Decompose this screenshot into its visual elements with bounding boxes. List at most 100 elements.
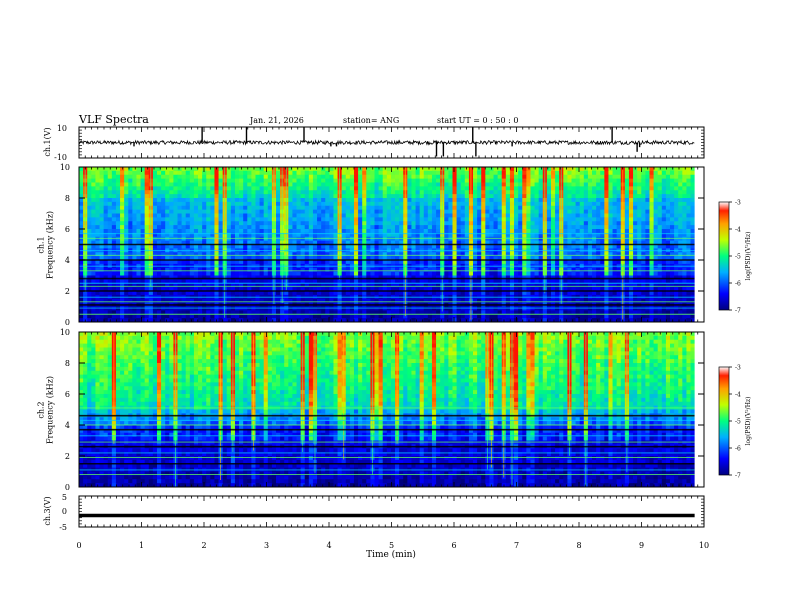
spectrogram-cell [193,283,199,288]
spectrogram-cell [522,275,527,280]
spectrogram-cell [530,291,535,296]
spectrogram-cell [583,201,589,207]
spectrogram-cell [161,267,166,273]
spectrogram-cell [526,275,531,280]
spectrogram-cell [185,170,191,176]
spectrogram-cell [678,279,683,284]
spectrogram-cell [128,236,133,242]
spectrogram-cell [317,229,322,234]
spectrogram-cell [583,174,589,180]
spectrogram-cell [501,190,507,195]
spectrogram-cell [518,205,523,211]
spectrogram-cell [641,198,646,203]
spectrogram-cell [514,283,519,288]
spectrogram-cell [292,221,297,226]
spectrogram-cell [87,221,92,226]
spectrogram-cell [592,174,597,180]
spectrogram-cell [653,240,659,245]
spectrogram-cell [99,267,105,273]
spectrogram-cell [690,186,696,191]
spectrogram-cell [243,271,248,276]
spectrogram-cell [308,267,314,273]
spectrogram-cell [296,194,302,199]
spectrogram-cell [115,287,121,292]
spectrogram-cell [390,167,396,172]
spectrogram-cell [567,252,572,257]
spectrogram-cell [464,236,470,242]
spectrogram-cell [575,275,581,280]
spectrogram-cell [382,225,388,230]
spectrogram-cell [120,198,125,203]
spectrogram-cell [522,201,527,207]
spectrogram-cell [448,225,453,230]
spectrogram-cell [653,225,659,230]
spectrogram-cell [144,217,150,222]
spectrogram-cell [505,287,511,292]
spectrogram-cell [665,256,671,261]
spectrogram-cell [165,205,170,211]
spectrogram-cell [411,170,416,176]
spectrogram-cell [341,260,347,265]
spectrogram-cell [321,256,326,261]
spectrogram-cell [206,194,211,199]
spectrogram-cell [661,170,667,176]
spectrogram-cell [189,240,195,245]
spectrogram-cell [579,186,585,191]
spectrogram-cell [292,167,297,172]
spectrogram-cell [616,182,622,187]
spectrogram-cell [399,287,404,292]
spectrogram-cell [214,221,219,226]
spectrogram-cell [341,182,347,187]
spectrogram-cell [120,213,125,218]
spectrogram-cell [296,229,302,234]
spectrogram-cell [259,244,265,249]
spectrogram-cell [202,213,207,218]
spectrogram-cell [210,240,215,245]
spectrogram-cell [477,256,482,261]
spectrogram-cell [522,167,527,172]
spectrogram-cell [415,194,421,199]
spectrogram-cell [103,225,109,230]
spectrogram-cell [243,182,248,187]
spectrogram-cell [169,291,174,296]
spectrogram-cell [600,178,605,183]
spectrogram-cell [612,256,618,261]
spectrogram-cell [95,170,100,176]
spectrogram-cell [276,217,281,222]
spectrogram-cell [690,178,696,183]
spectrogram-cell [128,256,133,261]
spectrogram-cell [198,221,203,226]
spectrogram-cell [308,213,314,218]
spectrogram-cell [452,186,457,191]
spectrogram-cell [321,170,326,176]
spectrogram-cell [473,201,478,207]
spectrogram-cell [255,287,260,292]
spectrogram-cell [682,267,687,273]
spectrogram-cell [690,174,696,180]
spectrogram-cell [407,275,412,280]
spectrogram-cell [263,201,269,207]
spectrogram-cell [493,279,499,284]
spectrogram-cell [152,174,158,180]
spectrogram-cell [423,244,429,249]
spectrogram-cell [637,271,642,276]
spectrogram-cell [436,287,441,292]
spectrogram-cell [670,209,675,214]
spectrogram-cell [624,217,630,222]
spectrogram-cell [177,167,182,172]
spectrogram-cell [436,225,441,230]
spectrogram-cell [419,221,425,226]
spectrogram-cell [333,232,338,238]
spectrogram-cell [608,194,613,199]
spectrogram-cell [370,267,375,273]
spectrogram-cell [128,198,133,203]
spectrogram-cell [308,260,314,265]
spectrogram-cell [345,225,351,230]
spectrogram-cell [79,178,84,183]
spectrogram-cell [140,225,146,230]
spectrogram-cell [144,198,150,203]
spectrogram-cell [349,260,355,265]
spectrogram-cell [678,283,683,288]
spectrogram-cell [206,205,211,211]
spectrogram-cell [169,275,174,280]
